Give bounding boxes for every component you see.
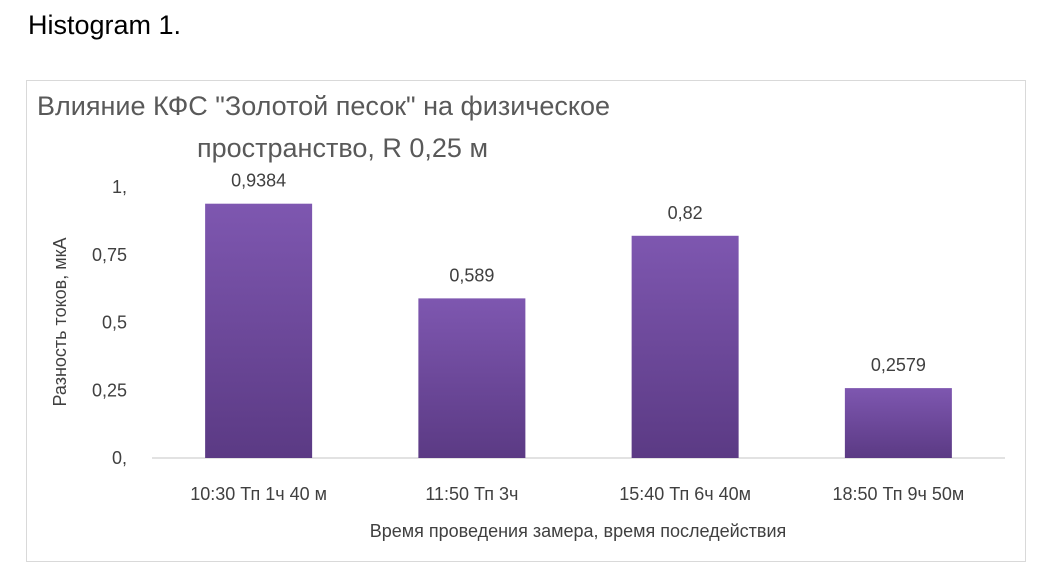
bar <box>205 203 313 458</box>
bar <box>631 235 739 458</box>
bar <box>844 388 952 458</box>
y-tick-label: 0,5 <box>102 313 127 333</box>
y-tick-label: 1, <box>112 177 127 197</box>
data-label: 0,82 <box>668 203 703 223</box>
chart-title-line-1: Влияние КФС "Золотой песок" на физическо… <box>37 91 610 121</box>
x-axis-title: Время проведения замера, время последейс… <box>370 521 787 541</box>
y-tick-label: 0,75 <box>92 245 127 265</box>
x-tick-label: 10:30 Тп 1ч 40 м <box>190 484 327 504</box>
x-tick-label: 11:50 Тп 3ч <box>425 484 518 504</box>
x-tick-label: 18:50 Тп 9ч 50м <box>832 484 964 504</box>
bar <box>418 298 526 458</box>
x-tick-label: 15:40 Тп 6ч 40м <box>619 484 751 504</box>
y-axis-title: Разность токов, мкА <box>50 237 70 406</box>
data-label: 0,2579 <box>871 355 926 375</box>
chart-title-line-2: пространство, R 0,25 м <box>197 133 488 163</box>
chart-frame <box>26 80 1026 562</box>
data-label: 0,9384 <box>231 171 286 191</box>
data-label: 0,589 <box>449 265 494 285</box>
y-tick-label: 0, <box>112 448 127 468</box>
y-tick-label: 0,25 <box>92 380 127 400</box>
page-heading: Histogram 1. <box>28 10 182 40</box>
